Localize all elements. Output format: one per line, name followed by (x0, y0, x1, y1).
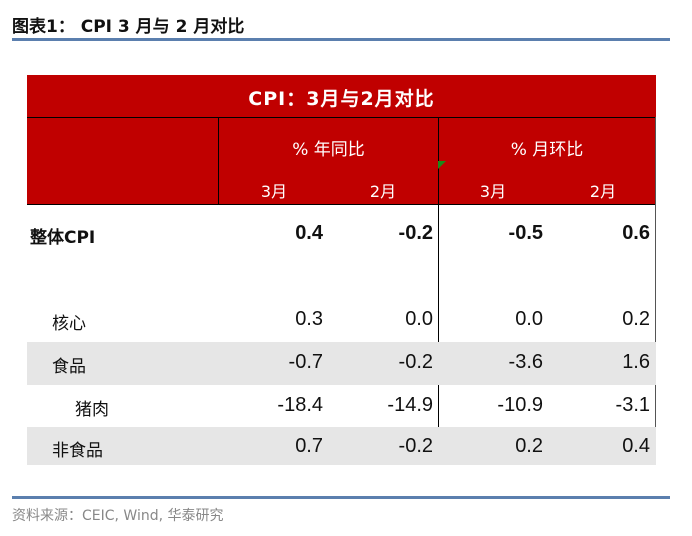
cell-value: -0.5 (508, 222, 543, 244)
row-label: 非食品 (52, 441, 103, 461)
cell-value: 0.6 (622, 222, 650, 244)
row-label: 核心 (52, 314, 86, 334)
cell-value: 0.2 (515, 435, 543, 457)
cell-value: -10.9 (497, 394, 543, 416)
header-mom: % 月环比 (510, 140, 584, 160)
subheader: 2月 (589, 182, 617, 201)
figure-title: 图表1： CPI 3 月与 2 月对比 (12, 17, 245, 37)
row-label: 整体CPI (30, 228, 96, 248)
cell-value: -0.2 (398, 435, 433, 457)
cell-value: 0.0 (405, 308, 433, 330)
divider (438, 117, 439, 465)
cell-value: -18.4 (277, 394, 323, 416)
comment-marker-icon (438, 161, 446, 169)
divider (218, 117, 219, 205)
row-label: 食品 (52, 357, 86, 377)
cell-value: 0.2 (622, 308, 650, 330)
subheader: 2月 (369, 182, 397, 201)
cell-value: 0.4 (622, 435, 650, 457)
divider (27, 117, 656, 118)
cell-value: 0.0 (515, 308, 543, 330)
cell-value: -0.7 (288, 351, 323, 373)
subheader: 3月 (260, 182, 288, 201)
divider (655, 117, 656, 465)
cell-value: 0.3 (295, 308, 323, 330)
row-stripe (27, 342, 656, 385)
subheader: 3月 (479, 182, 507, 201)
table-header-bg (27, 75, 656, 205)
header-yoy: % 年同比 (292, 140, 365, 160)
cell-value: -0.2 (398, 351, 433, 373)
cell-value: 1.6 (622, 351, 650, 373)
cell-value: -0.2 (398, 222, 433, 244)
top-rule (12, 38, 670, 41)
table-title: CPI：3月与2月对比 (248, 88, 435, 110)
cell-value: -3.6 (508, 351, 543, 373)
row-label: 猪肉 (75, 400, 109, 420)
bottom-rule (12, 496, 670, 499)
row-stripe (27, 427, 656, 465)
cell-value: 0.7 (295, 435, 323, 457)
divider (27, 204, 656, 205)
cell-value: -3.1 (615, 394, 650, 416)
cell-value: -14.9 (387, 394, 433, 416)
cell-value: 0.4 (295, 222, 323, 244)
source-note: 资料来源：CEIC, Wind, 华泰研究 (12, 508, 224, 524)
